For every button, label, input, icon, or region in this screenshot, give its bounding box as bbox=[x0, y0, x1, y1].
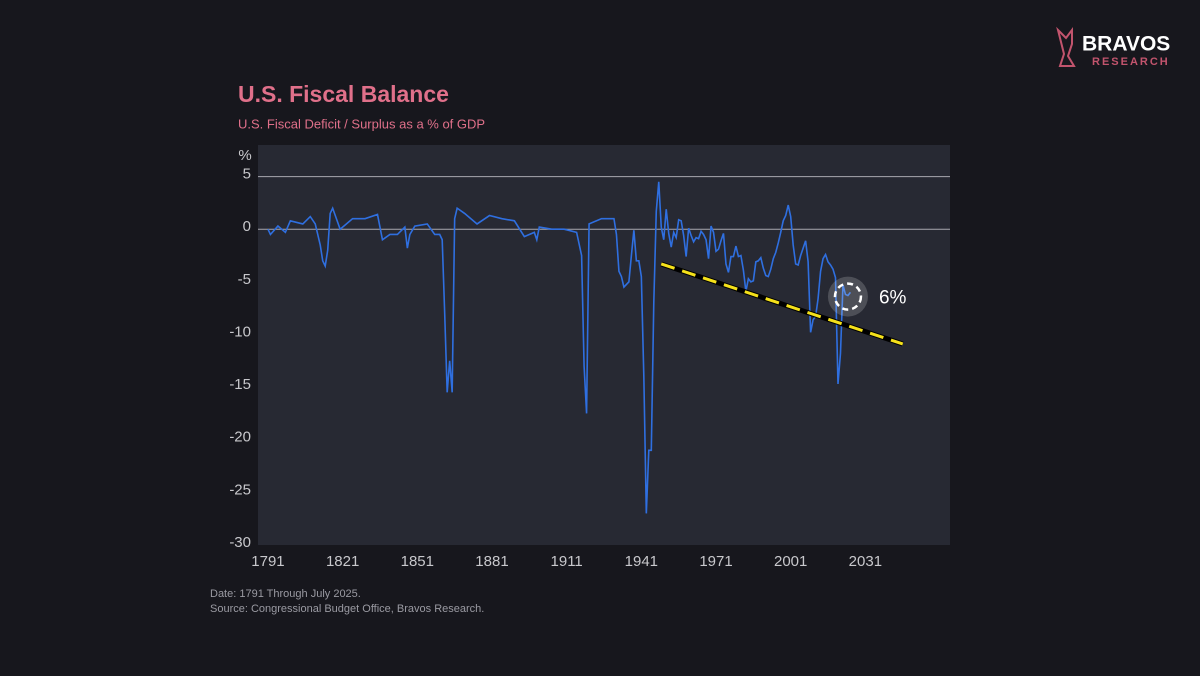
x-tick-label: 2031 bbox=[849, 553, 882, 570]
brand-name: BRAVOS bbox=[1082, 33, 1170, 56]
marker-label: 6% bbox=[879, 288, 907, 309]
brand-sub: RESEARCH bbox=[1092, 56, 1170, 68]
y-tick-label: -25 bbox=[229, 481, 251, 498]
x-tick-label: 1881 bbox=[475, 553, 508, 570]
chart-subtitle: U.S. Fiscal Deficit / Surplus as a % of … bbox=[238, 116, 485, 131]
data-line bbox=[267, 181, 852, 514]
y-tick-label: -15 bbox=[229, 376, 251, 393]
y-axis-label: % bbox=[238, 147, 251, 164]
y-tick-label: -10 bbox=[229, 323, 251, 340]
trend-line bbox=[660, 262, 904, 346]
x-tick-label: 2001 bbox=[774, 553, 807, 570]
note: Date: 1791 Through July 2025. bbox=[210, 588, 361, 600]
plot-area bbox=[258, 145, 950, 545]
y-tick-label: -30 bbox=[229, 534, 251, 551]
x-tick-label: 1971 bbox=[699, 553, 732, 570]
highlight-marker bbox=[833, 282, 863, 311]
y-tick-label: 0 bbox=[243, 218, 251, 235]
x-tick-label: 1851 bbox=[401, 553, 434, 570]
y-tick-label: -5 bbox=[238, 271, 251, 288]
y-tick-label: 5 bbox=[243, 166, 251, 183]
logo: BRAVOS RESEARCH bbox=[1056, 26, 1170, 68]
y-tick-label: -20 bbox=[229, 429, 251, 446]
x-tick-label: 1791 bbox=[251, 553, 284, 570]
logo-icon bbox=[1056, 26, 1076, 67]
chart-title: U.S. Fiscal Balance bbox=[238, 81, 449, 107]
x-tick-label: 1941 bbox=[625, 553, 658, 570]
x-tick-label: 1911 bbox=[551, 553, 583, 570]
note: Source: Congressional Budget Office, Bra… bbox=[210, 603, 484, 615]
x-tick-label: 1821 bbox=[326, 553, 359, 570]
